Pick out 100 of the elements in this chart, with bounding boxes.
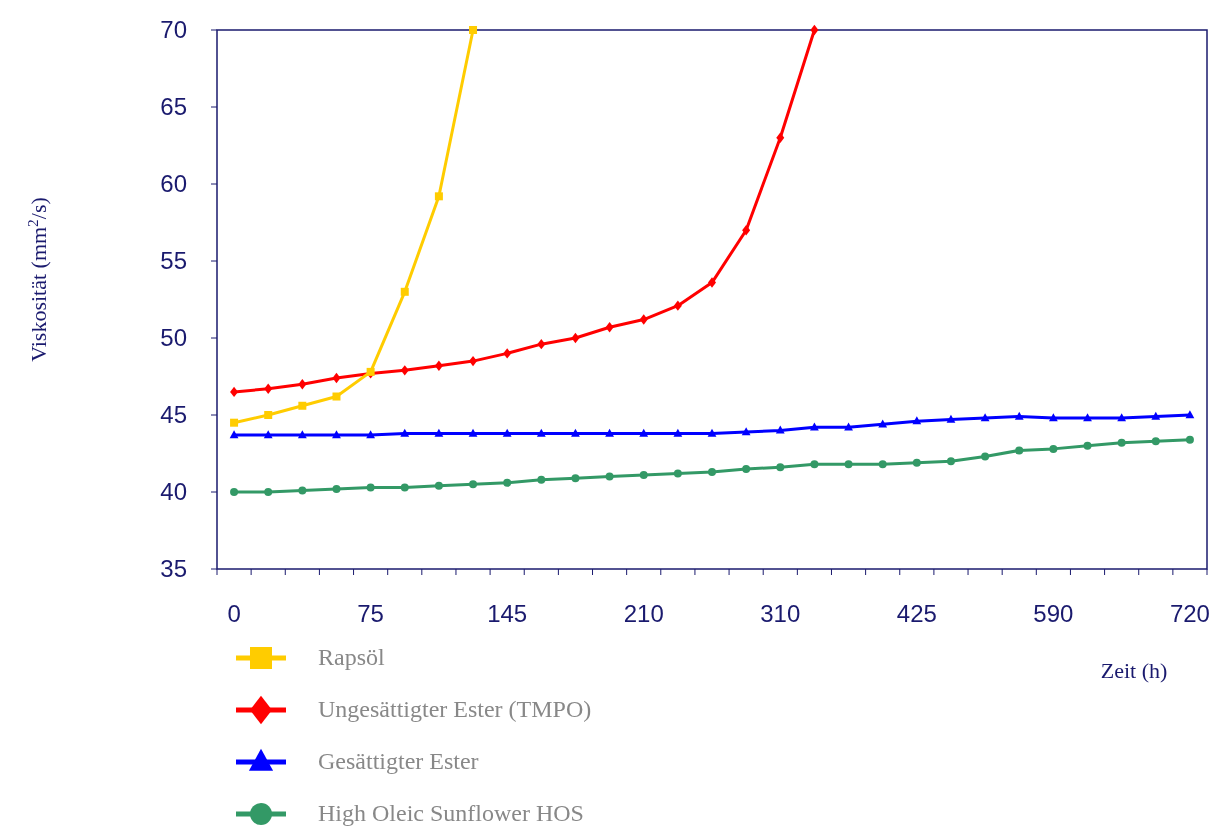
point	[1151, 411, 1161, 420]
point	[1185, 435, 1194, 444]
point	[434, 192, 443, 201]
y-tick-label: 60	[160, 170, 187, 198]
point	[775, 425, 785, 434]
point	[571, 332, 580, 344]
point	[468, 428, 478, 437]
point	[230, 386, 239, 398]
point	[912, 416, 922, 425]
point	[1185, 410, 1195, 419]
point	[878, 460, 887, 469]
point	[810, 24, 819, 36]
point	[571, 474, 580, 483]
point	[1048, 413, 1058, 422]
y-tick-label: 40	[160, 478, 187, 506]
legend-label: Gesättigter Ester	[318, 748, 479, 775]
point	[708, 277, 716, 288]
y-tick-label: 55	[160, 247, 187, 275]
point	[297, 430, 307, 439]
point	[844, 460, 853, 469]
x-tick-label: 590	[1033, 600, 1074, 627]
point	[264, 411, 273, 419]
point	[434, 428, 444, 437]
point	[708, 467, 716, 476]
x-axis-title: Zeit (h)	[1100, 658, 1168, 683]
point	[810, 422, 819, 431]
point	[639, 314, 648, 325]
point	[946, 414, 956, 423]
x-tick-label: 310	[760, 600, 801, 627]
point	[537, 475, 546, 484]
legend-label: Ungesättigter Ester (TMPO)	[318, 696, 592, 723]
point	[469, 26, 478, 34]
point	[639, 471, 648, 480]
y-tick-label: 50	[160, 324, 187, 352]
point	[536, 428, 546, 437]
point	[980, 413, 990, 422]
point	[537, 338, 546, 350]
point	[1083, 413, 1092, 422]
point	[230, 418, 239, 427]
point	[1117, 438, 1126, 447]
point	[946, 457, 955, 466]
point	[400, 365, 409, 376]
point	[605, 428, 614, 437]
point	[298, 401, 307, 410]
point	[366, 430, 376, 439]
point	[400, 287, 409, 296]
point	[502, 428, 512, 437]
point	[366, 483, 375, 492]
point	[1117, 413, 1127, 422]
point	[229, 430, 239, 439]
point	[639, 428, 649, 437]
y-tick-label: 35	[160, 555, 187, 583]
point	[332, 430, 341, 439]
point	[503, 478, 512, 487]
point	[400, 428, 410, 437]
x-tick-label: 425	[896, 600, 937, 627]
x-tick-label: 720	[1169, 600, 1210, 627]
legend-label: Rapsöl	[318, 644, 385, 671]
legend-label: High Oleic Sunflower HOS	[318, 800, 584, 827]
x-tick-label: 0	[227, 600, 241, 627]
point	[400, 483, 409, 492]
point	[844, 422, 853, 431]
point	[1049, 444, 1058, 453]
x-tick-label: 75	[357, 600, 384, 627]
x-tick-label: 210	[623, 600, 664, 627]
y-tick-label: 70	[160, 16, 187, 44]
point	[503, 348, 512, 359]
point	[332, 484, 341, 493]
point	[298, 379, 307, 390]
point	[742, 464, 751, 473]
point	[264, 383, 273, 395]
point	[1015, 446, 1024, 455]
point	[776, 463, 785, 472]
point	[605, 472, 614, 481]
point	[434, 481, 443, 490]
point	[298, 486, 307, 495]
point	[1151, 437, 1160, 446]
point	[264, 488, 273, 496]
point	[1014, 411, 1024, 420]
point	[332, 372, 341, 384]
point	[469, 480, 478, 489]
point	[673, 469, 682, 478]
point	[605, 322, 614, 333]
point	[707, 428, 717, 437]
point	[1083, 441, 1092, 450]
point	[434, 360, 443, 371]
y-tick-label: 65	[160, 93, 187, 121]
point	[673, 428, 683, 437]
point	[981, 452, 990, 461]
x-tick-label: 145	[487, 600, 528, 627]
point	[776, 132, 785, 143]
point	[810, 460, 819, 469]
y-tick-label: 45	[160, 401, 187, 429]
point	[741, 427, 751, 436]
point	[912, 458, 921, 467]
point	[571, 428, 580, 437]
point	[332, 392, 341, 401]
point	[263, 430, 273, 439]
point	[469, 355, 478, 367]
point	[742, 225, 751, 236]
